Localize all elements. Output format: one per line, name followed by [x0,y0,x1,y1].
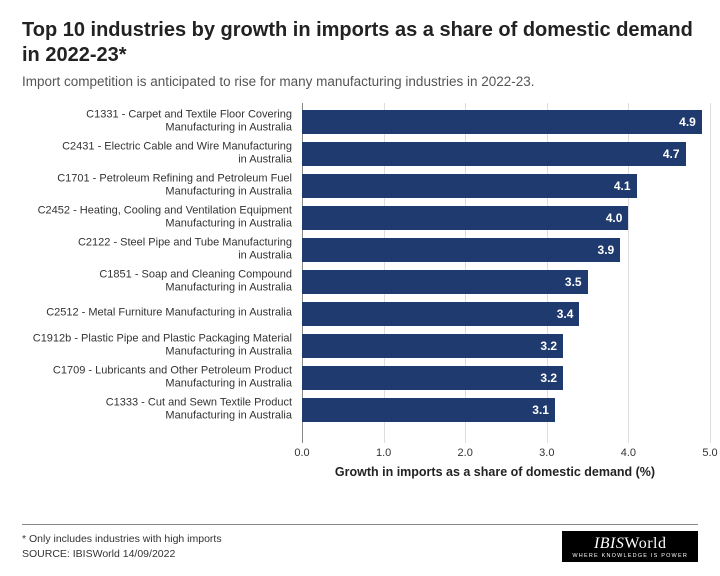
bar-row: C2452 - Heating, Cooling and Ventilation… [22,205,698,229]
bar-row: C1851 - Soap and Cleaning CompoundManufa… [22,269,698,293]
bar-value: 3.1 [532,403,549,417]
gridline [710,103,711,443]
bar-row: C2431 - Electric Cable and Wire Manufact… [22,141,698,165]
bar-row: C1333 - Cut and Sewn Textile ProductManu… [22,397,698,421]
bar-value: 3.9 [598,243,615,257]
bar-value: 3.2 [540,339,557,353]
bar-value: 3.4 [557,307,574,321]
logo-main: IBISWorld [572,535,688,553]
bar: 3.2 [302,334,563,358]
chart-area: C1331 - Carpet and Textile Floor Coverin… [22,103,698,483]
bar: 3.9 [302,238,620,262]
bar-label: C1912b - Plastic Pipe and Plastic Packag… [22,332,298,357]
bar-label: C1701 - Petroleum Refining and Petroleum… [22,172,298,197]
bar: 4.7 [302,142,686,166]
bar-label: C2122 - Steel Pipe and Tube Manufacturin… [22,236,298,261]
x-tick-label: 1.0 [376,447,391,459]
bar-row: C1701 - Petroleum Refining and Petroleum… [22,173,698,197]
bar: 3.5 [302,270,588,294]
bar-row: C2122 - Steel Pipe and Tube Manufacturin… [22,237,698,261]
chart-title: Top 10 industries by growth in imports a… [22,18,698,68]
bar-value: 4.0 [606,211,623,225]
x-tick-label: 2.0 [458,447,473,459]
footnotes: * Only includes industries with high imp… [22,532,222,560]
bar-value: 4.1 [614,179,631,193]
bar-value: 4.7 [663,147,680,161]
bar-row: C2512 - Metal Furniture Manufacturing in… [22,301,698,325]
chart-subtitle: Import competition is anticipated to ris… [22,74,698,89]
x-tick-label: 5.0 [702,447,717,459]
bar-value: 3.2 [540,371,557,385]
bar: 4.0 [302,206,628,230]
bar: 3.2 [302,366,563,390]
bar-label: C1851 - Soap and Cleaning CompoundManufa… [22,268,298,293]
bar-label: C2512 - Metal Furniture Manufacturing in… [22,307,298,320]
bar-label: C2431 - Electric Cable and Wire Manufact… [22,140,298,165]
bar: 4.9 [302,110,702,134]
footnote-asterisk: * Only includes industries with high imp… [22,532,222,546]
bar-row: C1331 - Carpet and Textile Floor Coverin… [22,109,698,133]
bar: 4.1 [302,174,637,198]
ibisworld-logo: IBISWorld WHERE KNOWLEDGE IS POWER [562,531,698,562]
footer: * Only includes industries with high imp… [22,524,698,562]
bar-label: C1331 - Carpet and Textile Floor Coverin… [22,108,298,133]
bar: 3.1 [302,398,555,422]
bar-row: C1709 - Lubricants and Other Petroleum P… [22,365,698,389]
logo-tagline: WHERE KNOWLEDGE IS POWER [572,553,688,559]
bar-row: C1912b - Plastic Pipe and Plastic Packag… [22,333,698,357]
x-tick-label: 3.0 [539,447,554,459]
bar-label: C1333 - Cut and Sewn Textile ProductManu… [22,396,298,421]
bar-label: C2452 - Heating, Cooling and Ventilation… [22,204,298,229]
bar: 3.4 [302,302,579,326]
x-tick-label: 4.0 [621,447,636,459]
bar-value: 3.5 [565,275,582,289]
bar-value: 4.9 [679,115,696,129]
footnote-source: SOURCE: IBISWorld 14/09/2022 [22,547,222,561]
bar-label: C1709 - Lubricants and Other Petroleum P… [22,364,298,389]
x-axis-label: Growth in imports as a share of domestic… [302,465,688,479]
x-tick-label: 0.0 [294,447,309,459]
